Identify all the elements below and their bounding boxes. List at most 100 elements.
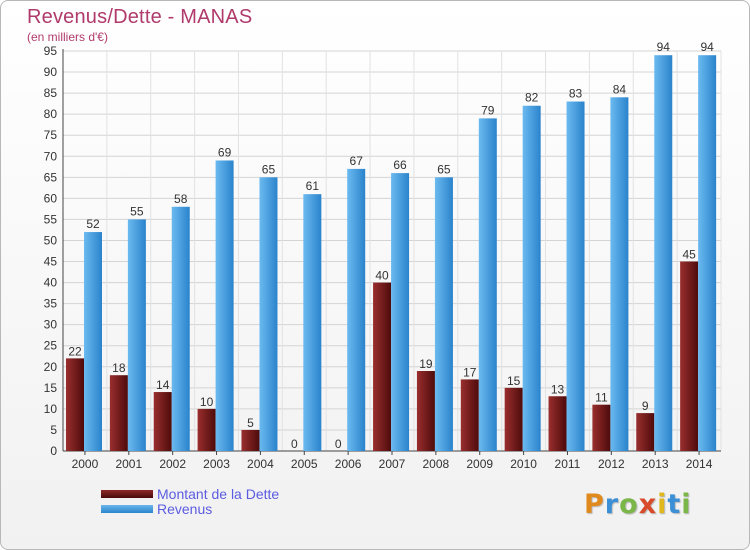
data-label-debt: 19 bbox=[419, 357, 433, 371]
logo-letter: r bbox=[604, 489, 620, 520]
data-label-debt: 0 bbox=[335, 437, 342, 451]
legend-label-revenue: Revenus bbox=[157, 501, 213, 517]
y-tick-label: 55 bbox=[44, 212, 58, 226]
x-tick-label: 2010 bbox=[510, 457, 537, 471]
x-tick-label: 2008 bbox=[423, 457, 450, 471]
data-label-debt: 17 bbox=[463, 365, 477, 379]
x-tick-label: 2001 bbox=[115, 457, 142, 471]
data-label-debt: 10 bbox=[200, 395, 214, 409]
y-tick-label: 5 bbox=[50, 423, 57, 437]
x-tick-label: 2004 bbox=[247, 457, 274, 471]
logo-letter: o bbox=[619, 489, 639, 520]
bar-debt bbox=[373, 282, 392, 451]
y-tick-label: 35 bbox=[44, 297, 58, 311]
bar-debt bbox=[592, 404, 611, 451]
data-label-debt: 15 bbox=[507, 374, 521, 388]
x-tick-label: 2012 bbox=[598, 457, 625, 471]
data-label-revenue: 65 bbox=[437, 162, 451, 176]
logo-letter: i bbox=[681, 489, 692, 520]
x-tick-label: 2007 bbox=[379, 457, 406, 471]
y-tick-label: 25 bbox=[44, 339, 58, 353]
y-tick-label: 80 bbox=[44, 107, 58, 121]
data-label-revenue: 66 bbox=[393, 158, 407, 172]
bar-revenue bbox=[84, 232, 102, 451]
data-label-debt: 0 bbox=[291, 437, 298, 451]
data-label-revenue: 84 bbox=[613, 82, 627, 96]
data-label-debt: 18 bbox=[112, 361, 126, 375]
y-tick-label: 10 bbox=[44, 402, 58, 416]
x-tick-label: 2006 bbox=[335, 457, 362, 471]
y-tick-label: 75 bbox=[44, 128, 58, 142]
data-label-revenue: 67 bbox=[350, 154, 364, 168]
chart-title: Revenus/Dette - MANAS bbox=[27, 6, 253, 28]
legend-swatch-revenue bbox=[101, 505, 153, 513]
y-tick-label: 90 bbox=[44, 65, 58, 79]
bar-revenue bbox=[610, 97, 629, 451]
bar-revenue bbox=[522, 105, 541, 451]
y-tick-label: 50 bbox=[44, 233, 58, 247]
bar-debt bbox=[66, 358, 84, 451]
data-label-revenue: 82 bbox=[525, 91, 539, 105]
bar-revenue bbox=[566, 101, 585, 452]
bar-debt bbox=[504, 387, 523, 451]
bar-revenue bbox=[303, 194, 322, 451]
data-label-revenue: 83 bbox=[569, 87, 583, 101]
bar-revenue bbox=[434, 177, 453, 451]
data-label-debt: 22 bbox=[68, 344, 82, 358]
bar-revenue bbox=[259, 177, 278, 451]
x-tick-label: 2009 bbox=[466, 457, 493, 471]
x-tick-label: 2002 bbox=[159, 457, 186, 471]
data-label-revenue: 55 bbox=[130, 204, 144, 218]
y-tick-label: 0 bbox=[50, 444, 57, 458]
data-label-revenue: 94 bbox=[657, 40, 671, 54]
bar-revenue bbox=[654, 55, 673, 452]
x-tick-label: 2014 bbox=[686, 457, 713, 471]
legend-label-debt: Montant de la Dette bbox=[157, 486, 280, 502]
data-label-revenue: 79 bbox=[481, 103, 495, 117]
bar-debt bbox=[680, 261, 699, 451]
bar-debt bbox=[416, 371, 435, 451]
data-label-debt: 9 bbox=[642, 399, 649, 413]
data-label-debt: 45 bbox=[682, 248, 696, 262]
x-tick-label: 2000 bbox=[72, 457, 99, 471]
y-tick-label: 70 bbox=[44, 149, 58, 163]
data-label-revenue: 65 bbox=[262, 162, 276, 176]
bar-debt bbox=[109, 375, 128, 451]
bar-debt bbox=[241, 429, 260, 451]
bar-debt bbox=[460, 379, 479, 451]
x-tick-label: 2005 bbox=[291, 457, 318, 471]
data-label-revenue: 58 bbox=[174, 192, 188, 206]
data-label-revenue: 94 bbox=[700, 40, 714, 54]
bar-revenue bbox=[698, 55, 717, 452]
y-tick-label: 60 bbox=[44, 191, 58, 205]
data-label-debt: 5 bbox=[247, 416, 254, 430]
bar-debt bbox=[153, 392, 172, 451]
y-tick-label: 85 bbox=[44, 86, 58, 100]
y-tick-label: 45 bbox=[44, 255, 58, 269]
y-tick-label: 65 bbox=[44, 170, 58, 184]
y-tick-label: 30 bbox=[44, 318, 58, 332]
data-label-debt: 11 bbox=[595, 391, 608, 405]
chart-subtitle: (en milliers d'€) bbox=[27, 30, 108, 44]
bar-revenue bbox=[478, 118, 497, 452]
x-tick-label: 2011 bbox=[555, 457, 581, 471]
data-label-debt: 14 bbox=[156, 378, 170, 392]
bar-debt bbox=[548, 396, 567, 451]
y-tick-label: 20 bbox=[44, 360, 58, 374]
x-tick-label: 2003 bbox=[203, 457, 230, 471]
y-tick-label: 15 bbox=[44, 381, 58, 395]
bar-revenue bbox=[127, 219, 146, 451]
bar-debt bbox=[636, 413, 655, 451]
data-label-revenue: 61 bbox=[306, 179, 320, 193]
logo-letter: t bbox=[667, 489, 682, 520]
bar-debt bbox=[197, 408, 216, 451]
logo-letter: x bbox=[638, 489, 658, 520]
legend-swatch-debt bbox=[101, 490, 153, 498]
data-label-revenue: 52 bbox=[86, 217, 100, 231]
y-tick-label: 95 bbox=[44, 44, 58, 58]
bar-revenue bbox=[391, 173, 410, 451]
x-tick-label: 2013 bbox=[642, 457, 669, 471]
y-tick-label: 40 bbox=[44, 276, 58, 290]
